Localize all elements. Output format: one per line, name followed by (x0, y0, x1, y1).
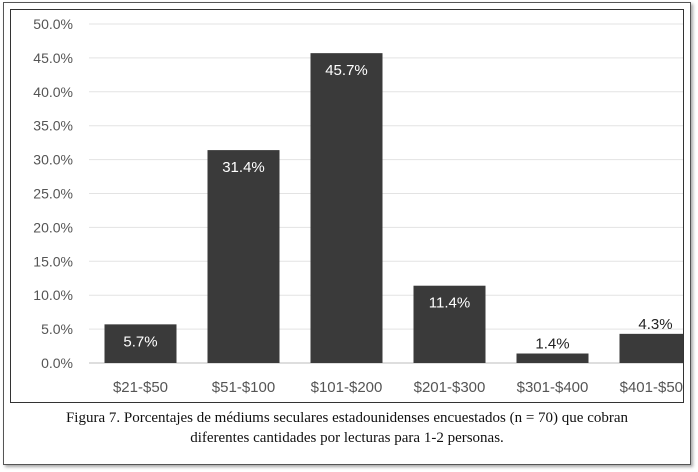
data-label: 1.4% (535, 336, 569, 353)
y-tick-label: 15.0% (33, 253, 73, 269)
y-tick-label: 40.0% (33, 84, 73, 100)
data-label: 5.7% (123, 333, 157, 350)
y-tick-label: 25.0% (33, 186, 73, 202)
figure-frame: 0.0% 5.0% 10.0% 15.0% 20.0% 25.0% 30.0% 35.0% 40… (3, 2, 691, 465)
data-label: 45.7% (325, 62, 368, 79)
bar (516, 353, 589, 363)
y-tick-label: 50.0% (33, 16, 73, 32)
figure-caption: Figura 7. Porcentajes de médiums secular… (4, 408, 690, 448)
data-label: 4.3% (638, 316, 672, 333)
bar (104, 324, 177, 363)
x-tick-label: $101-$200 (311, 379, 383, 396)
x-tick-label: $201-$300 (414, 379, 486, 396)
bar (619, 333, 683, 363)
y-tick-label: 30.0% (33, 152, 73, 168)
x-tick-label: $301-$400 (517, 379, 589, 396)
data-label: 11.4% (429, 295, 470, 312)
y-tick-label: 5.0% (41, 321, 73, 337)
x-tick-label: $21-$50 (113, 379, 168, 396)
y-tick-label: 0.0% (41, 355, 73, 371)
bar (310, 53, 383, 364)
bar (207, 150, 280, 363)
y-tick-label: 35.0% (33, 118, 73, 134)
x-tick-label: $401-$500 (620, 379, 684, 396)
chart-area: 0.0% 5.0% 10.0% 15.0% 20.0% 25.0% 30.0% 35.0% 40… (10, 9, 684, 403)
caption-line-1: Figura 7. Porcentajes de médiums secular… (65, 410, 629, 426)
x-tick-label: $51-$100 (212, 379, 275, 396)
caption-line-2: diferentes cantidades por lecturas para … (190, 430, 504, 446)
y-tick-label: 20.0% (33, 219, 73, 235)
y-tick-label: 45.0% (33, 50, 73, 66)
data-label: 31.4% (222, 159, 265, 176)
bar-chart: 0.0% 5.0% 10.0% 15.0% 20.0% 25.0% 30.0% 35.0% 40… (33, 16, 684, 396)
bar (413, 285, 486, 363)
y-tick-label: 10.0% (33, 287, 73, 303)
